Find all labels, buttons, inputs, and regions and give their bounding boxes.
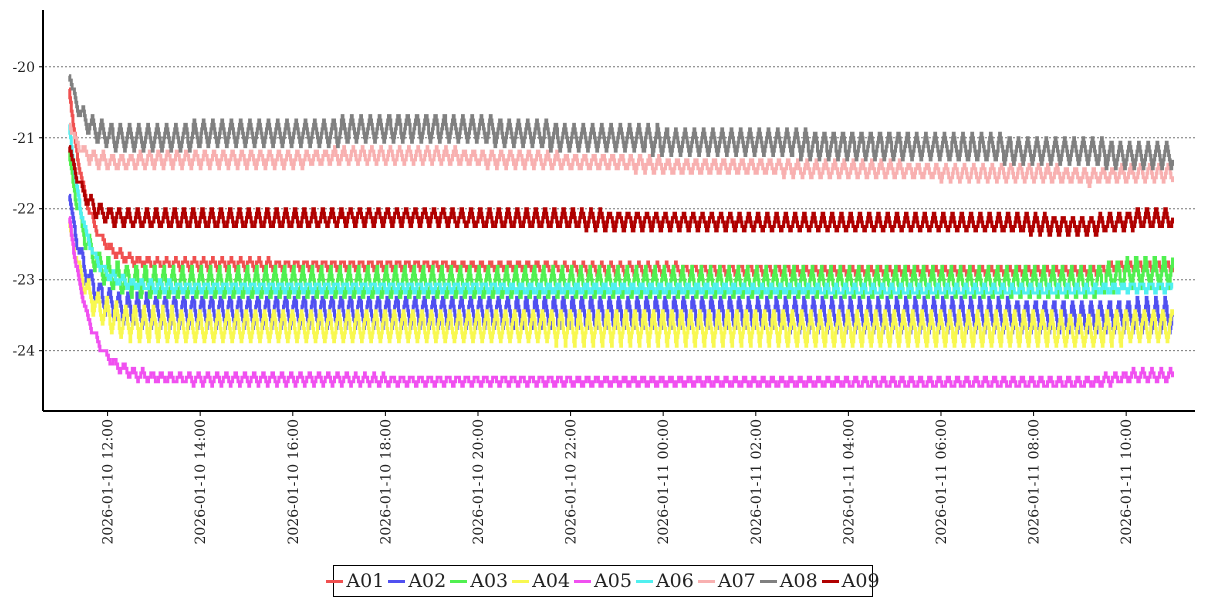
legend-item-a03: A03 <box>450 570 508 592</box>
legend-swatch <box>512 579 530 583</box>
legend-item-a07: A07 <box>697 570 756 592</box>
x-tick-label: 2026-01-11 00:00 <box>656 419 672 545</box>
legend-swatch <box>326 579 344 583</box>
y-tick-label: -23 <box>12 273 35 289</box>
x-tick-label: 2026-01-11 06:00 <box>934 419 950 545</box>
series-line-a07 <box>69 122 1174 188</box>
x-tick-label: 2026-01-10 22:00 <box>564 419 580 545</box>
x-tick-label: 2026-01-10 18:00 <box>378 419 394 545</box>
series-line-a08 <box>68 74 1174 171</box>
x-tick-label: 2026-01-11 04:00 <box>841 419 857 545</box>
y-tick-label: -20 <box>12 60 35 76</box>
y-tick-label: -24 <box>12 344 35 360</box>
legend-label: A08 <box>779 570 818 592</box>
legend-item-a08: A08 <box>759 570 818 592</box>
series-line-a09 <box>68 145 1174 237</box>
y-tick-label: -21 <box>12 131 35 147</box>
series-lines <box>68 74 1174 388</box>
x-tick-labels: 2026-01-10 12:00 2026-01-10 14:00 2026-01-… <box>101 411 1135 545</box>
legend-label: A03 <box>470 570 509 592</box>
legend-swatch <box>388 579 406 583</box>
series-line-a06 <box>68 122 1174 295</box>
legend-label: A05 <box>594 570 632 592</box>
x-tick-label: 2026-01-10 14:00 <box>193 419 209 545</box>
y-tick-label: -22 <box>12 202 35 218</box>
legend-item-a04: A04 <box>512 570 570 592</box>
x-tick-label: 2026-01-10 20:00 <box>471 419 487 545</box>
legend-item-a01: A01 <box>326 570 384 592</box>
x-tick-label: 2026-01-10 12:00 <box>101 419 117 545</box>
legend-swatch <box>821 579 839 583</box>
legend-item-a05: A05 <box>574 570 632 592</box>
series-line-a02 <box>68 193 1174 335</box>
legend-label: A09 <box>841 570 880 592</box>
series-line-a01 <box>68 87 1174 277</box>
x-tick-label: 2026-01-11 08:00 <box>1027 419 1043 545</box>
legend-swatch <box>635 579 653 583</box>
y-tick-labels: -20 -21 -22 -23 -24 <box>12 60 43 360</box>
legend-item-a09: A09 <box>821 570 880 592</box>
series-line-a05 <box>68 216 1174 388</box>
legend-swatch <box>450 579 468 583</box>
legend-swatch <box>759 579 777 583</box>
legend-swatch <box>697 579 715 583</box>
legend-swatch <box>574 579 592 583</box>
legend-label: A04 <box>532 570 571 592</box>
legend-label: A06 <box>655 570 694 592</box>
legend-item-a06: A06 <box>635 570 694 592</box>
legend-label: A02 <box>408 570 447 592</box>
x-tick-label: 2026-01-11 02:00 <box>749 419 765 545</box>
legend-label: A01 <box>346 570 385 592</box>
legend-item-a02: A02 <box>388 570 446 592</box>
x-tick-label: 2026-01-11 10:00 <box>1119 419 1135 545</box>
series-line-a04 <box>68 220 1174 348</box>
legend: A01 A02 A03 A04 A05 A06 A07 A08 A09 <box>326 565 880 597</box>
legend-label: A07 <box>717 570 756 592</box>
x-tick-label: 2026-01-10 16:00 <box>286 419 302 545</box>
